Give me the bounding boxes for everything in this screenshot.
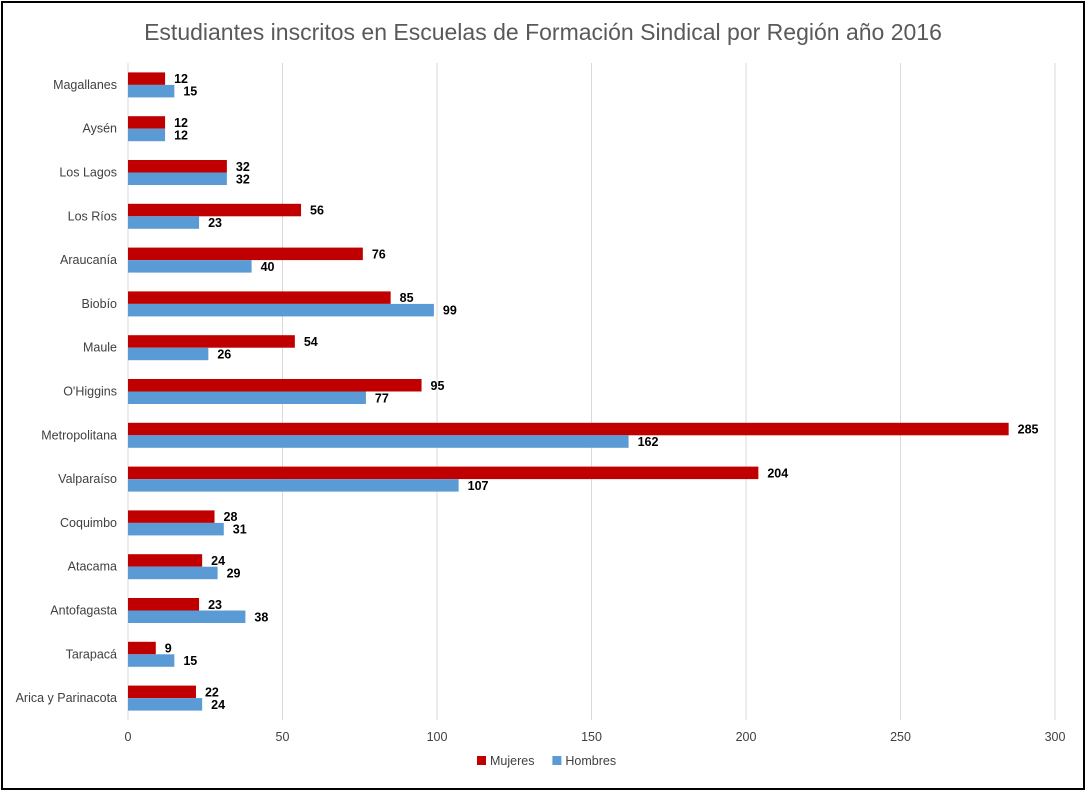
bar-hombres — [128, 347, 209, 361]
bar-hombres — [128, 128, 166, 142]
bar-mujeres — [128, 466, 759, 480]
bar-hombres — [128, 216, 200, 229]
category-label: Los Lagos — [59, 166, 117, 180]
category-label: Arica y Parinacota — [16, 691, 117, 705]
bar-mujeres — [128, 247, 363, 261]
chart-title: Estudiantes inscritos en Escuelas de For… — [144, 19, 942, 45]
category-label: Antofagasta — [50, 604, 117, 618]
bar-mujeres — [128, 510, 215, 523]
data-label-mujeres: 12 — [174, 116, 188, 130]
bar-hombres — [128, 698, 203, 711]
category-label: Tarapacá — [66, 647, 117, 661]
data-label-mujeres: 32 — [236, 160, 250, 174]
bar-chart: Estudiantes inscritos en Escuelas de For… — [16, 19, 1066, 768]
category-label: Metropolitana — [41, 428, 117, 442]
bar-hombres — [128, 479, 459, 492]
data-label-mujeres: 76 — [372, 247, 386, 261]
data-label-mujeres: 85 — [400, 291, 414, 305]
x-tick-labels: 0 50 100 150 200 250 300 — [125, 730, 1066, 744]
data-label-mujeres: 23 — [208, 598, 222, 612]
legend-label-mujeres: Mujeres — [490, 754, 534, 768]
data-label-hombres: 38 — [254, 610, 268, 624]
bar-mujeres — [128, 72, 166, 85]
category-label: Aysén — [82, 122, 117, 136]
x-tick-label: 50 — [276, 730, 290, 744]
data-label-mujeres: 28 — [224, 510, 238, 524]
data-label-hombres: 24 — [211, 698, 225, 712]
data-label-hombres: 29 — [227, 566, 241, 580]
bar-mujeres — [128, 598, 200, 611]
category-label: Magallanes — [53, 78, 117, 92]
category-label: Biobío — [82, 297, 117, 311]
data-label-hombres: 40 — [261, 260, 275, 274]
category-label: O'Higgins — [63, 385, 117, 399]
bar-hombres — [128, 172, 227, 185]
x-tick-label: 250 — [890, 730, 911, 744]
bar-hombres — [128, 435, 629, 448]
data-label-mujeres: 54 — [304, 335, 318, 349]
data-label-mujeres: 9 — [165, 642, 172, 656]
category-label: Araucanía — [60, 253, 117, 267]
legend-swatch-mujeres — [477, 756, 486, 765]
gridlines — [127, 63, 1056, 720]
category-labels: Magallanes Aysén Los Lagos Los Ríos Araucaní… — [16, 78, 117, 705]
legend-label-hombres: Hombres — [565, 754, 616, 768]
data-label-hombres: 32 — [236, 172, 250, 186]
data-label-hombres: 107 — [468, 479, 489, 493]
data-label-mujeres: 204 — [767, 466, 788, 480]
bar-mujeres — [128, 116, 166, 129]
x-tick-label: 200 — [736, 730, 757, 744]
data-label-hombres: 23 — [208, 216, 222, 230]
bar-mujeres — [128, 554, 203, 567]
bar-mujeres — [128, 641, 156, 655]
category-label: Atacama — [68, 560, 117, 574]
data-label-mujeres: 22 — [205, 685, 219, 699]
bar-mujeres — [128, 203, 302, 217]
data-label-mujeres: 95 — [431, 379, 445, 393]
x-tick-label: 300 — [1045, 730, 1066, 744]
data-label-hombres: 31 — [233, 523, 247, 537]
data-label-mujeres: 24 — [211, 554, 225, 568]
data-label-mujeres: 56 — [310, 204, 324, 218]
bar-hombres — [128, 260, 252, 273]
x-tick-label: 150 — [581, 730, 602, 744]
bar-mujeres — [128, 291, 391, 304]
bar-hombres — [128, 522, 224, 536]
bar-hombres — [128, 303, 434, 317]
bar-hombres — [128, 654, 175, 667]
legend: Mujeres Hombres — [477, 754, 616, 768]
bar-hombres — [128, 566, 218, 580]
data-label-hombres: 15 — [183, 654, 197, 668]
data-label-hombres: 26 — [217, 347, 231, 361]
data-label-hombres: 15 — [183, 85, 197, 99]
category-label: Coquimbo — [60, 516, 117, 530]
category-label: Maule — [83, 341, 117, 355]
data-label-hombres: 77 — [375, 391, 389, 405]
bar-mujeres — [128, 160, 227, 173]
bar-mujeres — [128, 379, 422, 392]
bars — [128, 72, 1009, 711]
data-label-mujeres: 285 — [1018, 423, 1039, 437]
bar-mujeres — [128, 422, 1009, 436]
x-tick-label: 0 — [125, 730, 132, 744]
data-label-hombres: 12 — [174, 128, 188, 142]
bar-hombres — [128, 610, 246, 623]
data-label-mujeres: 12 — [174, 72, 188, 86]
bar-mujeres — [128, 685, 196, 699]
data-label-hombres: 162 — [638, 435, 659, 449]
category-label: Valparaíso — [58, 472, 117, 486]
category-label: Los Ríos — [68, 209, 117, 223]
legend-swatch-hombres — [552, 756, 562, 765]
x-tick-label: 100 — [427, 730, 448, 744]
bar-hombres — [128, 84, 175, 98]
bar-hombres — [128, 391, 366, 404]
data-labels: 1215121232325623764085995426957728516220… — [165, 72, 1039, 712]
bar-mujeres — [128, 335, 295, 348]
data-label-hombres: 99 — [443, 304, 457, 318]
